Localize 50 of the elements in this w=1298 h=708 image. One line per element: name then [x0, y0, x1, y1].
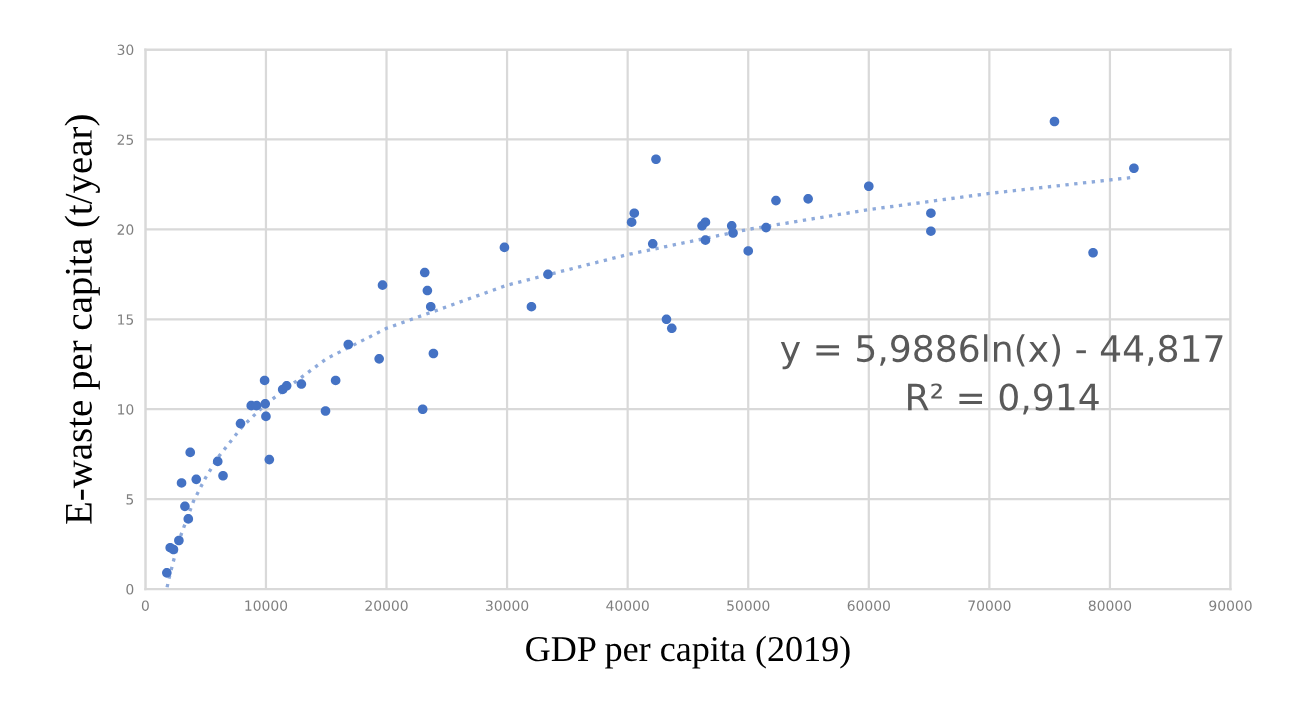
point: [771, 195, 781, 206]
point: [666, 323, 677, 334]
annotation: y = 5,9886ln(x) - 44,817: [780, 334, 1223, 370]
point: [185, 447, 196, 458]
point: [1129, 163, 1139, 174]
point: [259, 375, 270, 386]
point: [417, 404, 428, 415]
point: [543, 269, 553, 280]
point: [320, 406, 331, 416]
point: [260, 399, 271, 409]
point: [803, 194, 813, 204]
point: [647, 238, 658, 249]
point: [212, 456, 223, 467]
point: [761, 222, 771, 233]
point: [428, 348, 439, 359]
point: [374, 354, 384, 364]
point: [926, 226, 936, 236]
point: [162, 568, 172, 578]
point: [425, 301, 436, 312]
point: [728, 228, 738, 238]
point: [183, 514, 194, 524]
point: [191, 474, 202, 485]
point: [330, 375, 341, 386]
point: [218, 470, 228, 481]
point: [661, 314, 672, 325]
point: [176, 478, 187, 488]
point: [1049, 116, 1060, 127]
point: [863, 181, 874, 192]
point: [700, 235, 711, 245]
point: [261, 411, 271, 422]
point: [180, 501, 190, 512]
point: [296, 379, 307, 389]
y-axis-title: E-waste per capita (t/year): [64, 115, 100, 524]
point: [499, 242, 510, 253]
point: [264, 454, 275, 465]
x-axis-title: GDP per capita (2019): [526, 635, 850, 669]
point: [526, 301, 537, 312]
point: [174, 535, 184, 546]
point: [343, 339, 354, 350]
point: [629, 208, 640, 219]
annotation: R² = 0,914: [908, 383, 1099, 415]
point: [651, 154, 661, 165]
point: [743, 246, 754, 256]
point: [419, 267, 430, 278]
point: [422, 285, 433, 296]
point: [1088, 247, 1098, 258]
point: [235, 418, 246, 429]
point: [377, 280, 388, 290]
point: [626, 217, 637, 228]
point: [926, 208, 936, 219]
